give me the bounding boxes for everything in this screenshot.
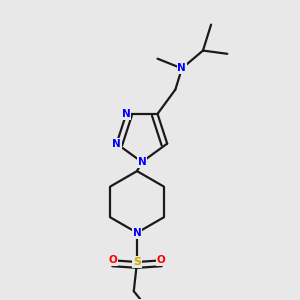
Text: O: O (108, 255, 117, 266)
Text: N: N (122, 109, 130, 119)
Text: N: N (133, 228, 141, 238)
Text: N: N (112, 139, 121, 148)
Text: O: O (157, 255, 166, 266)
Text: N: N (137, 157, 146, 167)
Text: S: S (133, 257, 141, 267)
Text: N: N (178, 63, 186, 74)
